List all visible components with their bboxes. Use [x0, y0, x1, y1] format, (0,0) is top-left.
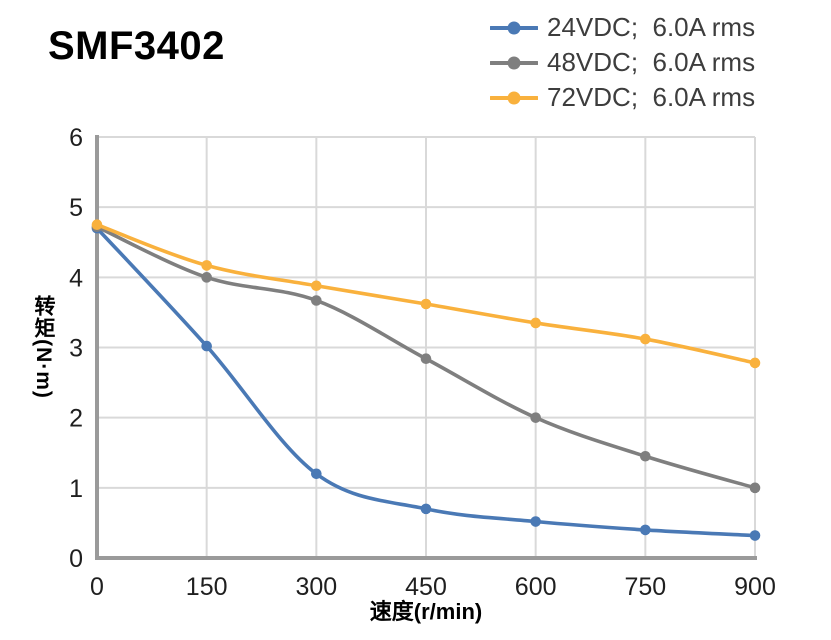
line-dot-marker-icon: [490, 21, 538, 34]
svg-text:150: 150: [186, 573, 228, 601]
x-axis-label: 速度(r/min): [369, 599, 483, 624]
svg-text:450: 450: [405, 573, 447, 601]
svg-text:900: 900: [734, 573, 776, 601]
svg-text:1: 1: [69, 475, 83, 503]
svg-text:6: 6: [69, 124, 83, 152]
svg-text:5: 5: [69, 194, 83, 222]
legend-label-72vdc: 72VDC; 6.0A rms: [547, 82, 756, 112]
legend-item-48vdc: 48VDC; 6.0A rms: [490, 45, 755, 80]
svg-text:0: 0: [90, 573, 104, 601]
y-axis-label: 转矩(N·m): [32, 295, 55, 399]
svg-text:0: 0: [69, 545, 83, 573]
svg-text:4: 4: [69, 264, 83, 292]
legend: 24VDC; 6.0A rms 48VDC; 6.0A rms 72VDC; 6…: [490, 10, 755, 115]
legend-item-24vdc: 24VDC; 6.0A rms: [490, 10, 755, 45]
svg-text:600: 600: [515, 573, 557, 601]
legend-item-72vdc: 72VDC; 6.0A rms: [490, 80, 755, 115]
model-title: SMF3402: [48, 24, 225, 68]
line-dot-marker-icon: [490, 91, 538, 104]
svg-text:2: 2: [69, 405, 83, 433]
legend-label-48vdc: 48VDC; 6.0A rms: [547, 47, 756, 77]
line-dot-marker-icon: [490, 56, 538, 69]
legend-label-24vdc: 24VDC; 6.0A rms: [547, 12, 756, 42]
svg-text:750: 750: [624, 573, 666, 601]
svg-text:300: 300: [295, 573, 337, 601]
svg-text:3: 3: [69, 335, 83, 363]
